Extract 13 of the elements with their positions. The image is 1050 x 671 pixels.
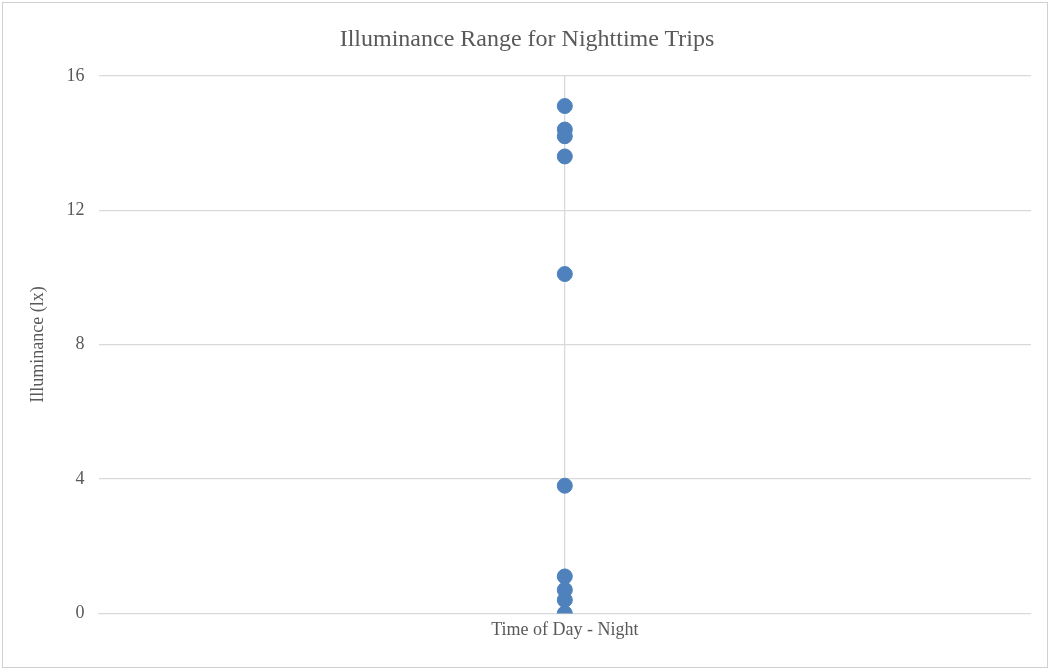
point <box>556 148 573 165</box>
y-tick-label: 4 <box>75 467 85 488</box>
chart-title: Illuminance Range for Nighttime Trips <box>339 24 715 51</box>
y-tick-label: 12 <box>66 198 85 219</box>
y-axis-title: Illuminance (lx) <box>26 286 48 403</box>
y-tick-label: 0 <box>75 602 85 623</box>
point <box>556 477 573 494</box>
y-tick-label: 16 <box>66 64 85 85</box>
point <box>556 266 573 283</box>
x-tick-label: Time of Day - Night <box>491 618 639 639</box>
point <box>556 568 573 585</box>
y-tick-label: 8 <box>75 333 85 354</box>
point <box>556 98 573 115</box>
